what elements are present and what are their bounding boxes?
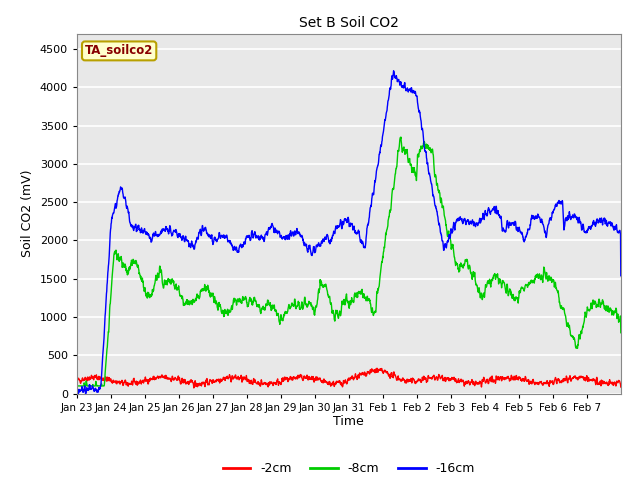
-2cm [73,382,81,387]
-8cm [602,306,609,312]
-2cm [190,385,198,391]
-8cm [617,330,625,336]
-8cm [337,308,345,313]
-16cm [82,391,90,396]
-16cm [338,225,346,230]
-2cm [602,380,609,386]
Line: -8cm: -8cm [77,137,621,386]
-2cm [100,377,108,383]
Legend: -2cm, -8cm, -16cm: -2cm, -8cm, -16cm [218,457,480,480]
-2cm [373,365,381,371]
-8cm [502,287,509,292]
-2cm [323,380,331,385]
X-axis label: Time: Time [333,415,364,429]
-16cm [602,219,609,225]
Line: -2cm: -2cm [77,368,621,388]
-2cm [617,384,625,390]
-16cm [73,389,81,395]
Title: Set B Soil CO2: Set B Soil CO2 [299,16,399,30]
-16cm [101,318,109,324]
-8cm [73,383,81,389]
Text: TA_soilco2: TA_soilco2 [85,44,154,58]
-16cm [502,228,509,234]
Y-axis label: Soil CO2 (mV): Soil CO2 (mV) [21,170,34,257]
-16cm [323,231,331,237]
-2cm [502,375,509,381]
-8cm [323,287,331,293]
-2cm [602,381,609,386]
-16cm [617,273,625,279]
-8cm [397,134,404,140]
-8cm [100,379,108,385]
-2cm [338,380,346,386]
-8cm [601,303,609,309]
-16cm [390,68,397,73]
-16cm [602,221,609,227]
Line: -16cm: -16cm [77,71,621,394]
